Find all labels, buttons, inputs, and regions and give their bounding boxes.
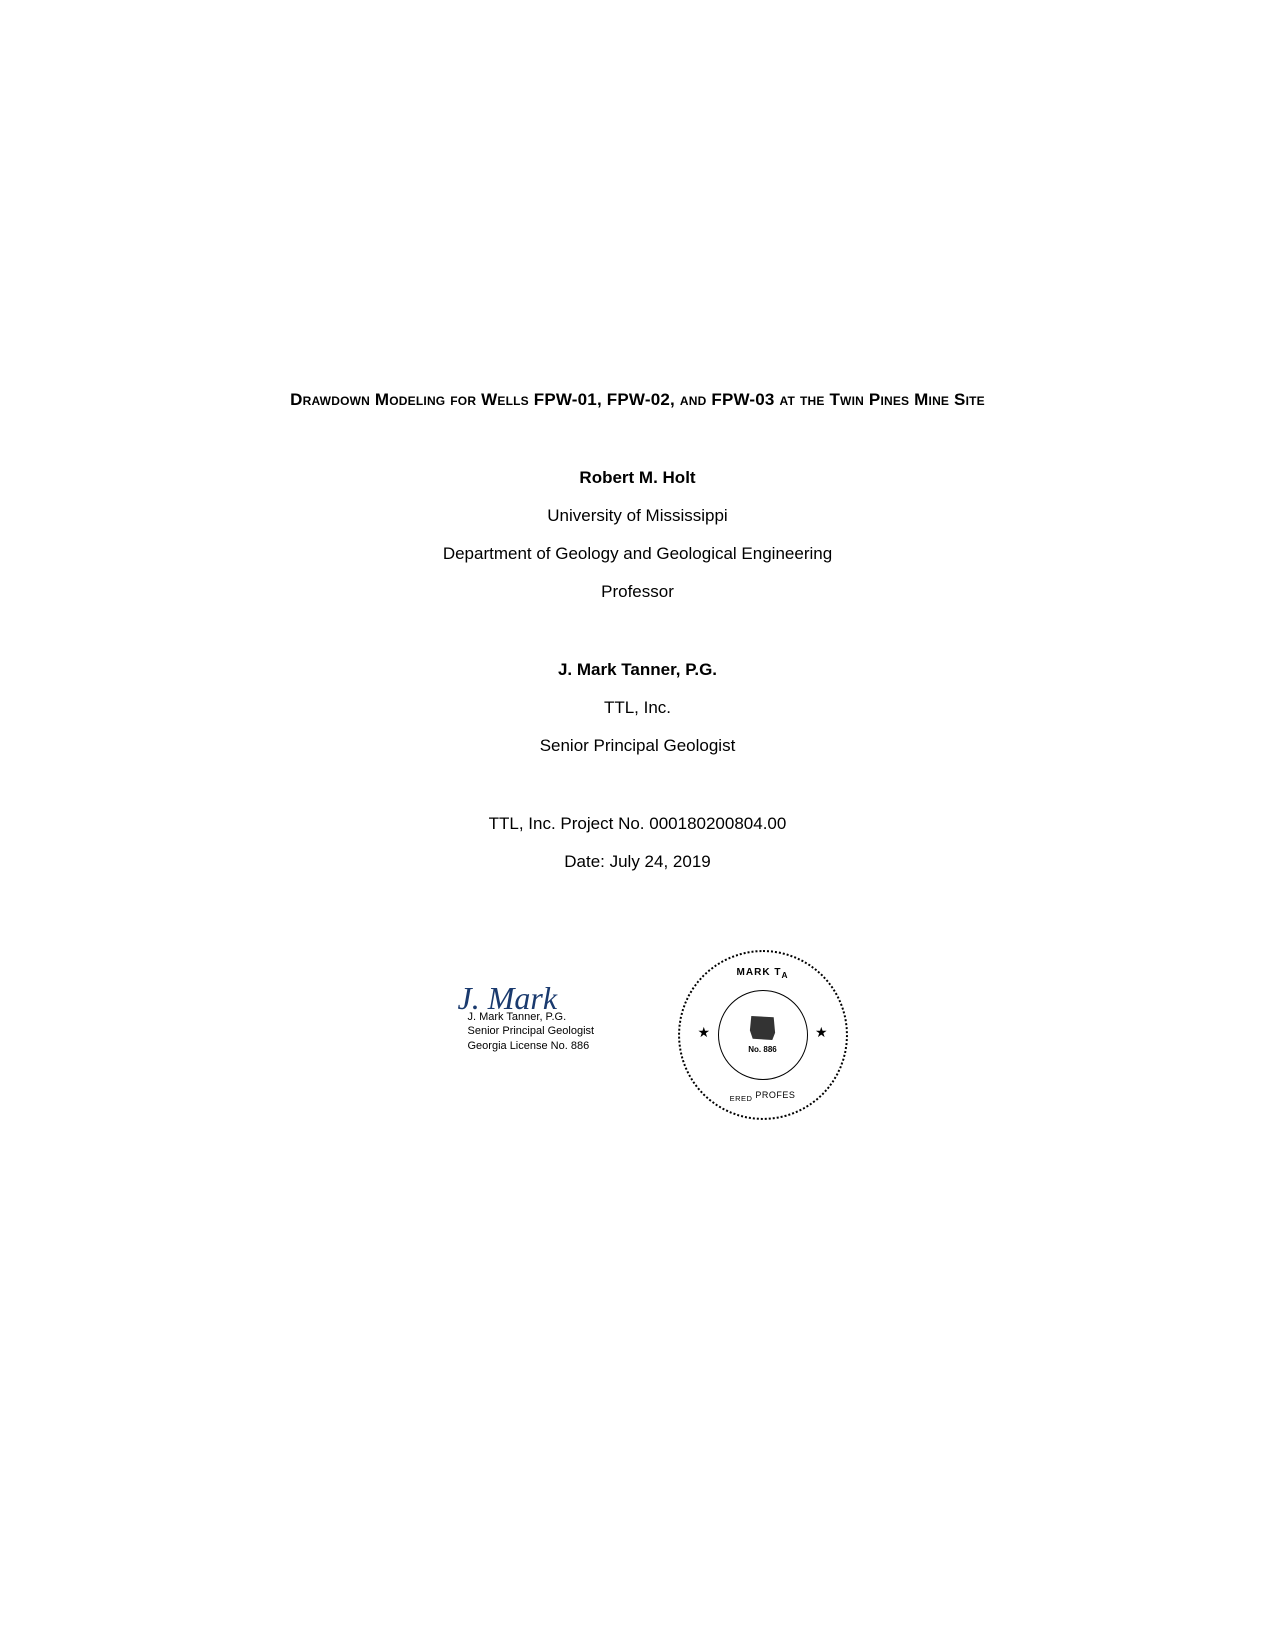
project-block: TTL, Inc. Project No. 000180200804.00 Da… <box>165 814 1110 872</box>
seal-outer-ring: MARK TA ★ ★ No. 886 ERED PROFES <box>678 950 848 1120</box>
author-affiliation-1: University of Mississippi <box>165 506 1110 526</box>
document-date: Date: July 24, 2019 <box>165 852 1110 872</box>
author-company-2: TTL, Inc. <box>165 698 1110 718</box>
professional-seal: MARK TA ★ ★ No. 886 ERED PROFES <box>678 950 848 1120</box>
project-number: TTL, Inc. Project No. 000180200804.00 <box>165 814 1110 834</box>
author-role-2: Senior Principal Geologist <box>165 736 1110 756</box>
seal-star-right-icon: ★ <box>815 1024 828 1041</box>
author-department-1: Department of Geology and Geological Eng… <box>165 544 1110 564</box>
title-prefix: Drawdown Modeling for Wells <box>290 390 534 409</box>
author-name-2: J. Mark Tanner, P.G. <box>165 660 1110 680</box>
page-content: Drawdown Modeling for Wells FPW-01, FPW-… <box>0 390 1275 890</box>
signature-text: J. Mark Tanner, P.G. Senior Principal Ge… <box>468 1010 595 1053</box>
author-block-1: Robert M. Holt University of Mississippi… <box>165 468 1110 602</box>
seal-name-text: MARK TA <box>737 967 789 980</box>
title-suffix: at the Twin Pines Mine Site <box>780 390 985 409</box>
author-role-1: Professor <box>165 582 1110 602</box>
title-well3: FPW-03 <box>711 390 779 409</box>
signature-area: J. Mark J. Mark Tanner, P.G. Senior Prin… <box>0 950 1275 1130</box>
seal-license-number: No. 886 <box>748 1045 776 1054</box>
seal-registered-text: ERED PROFES <box>730 1090 796 1103</box>
title-and: and <box>680 390 712 409</box>
title-wells: FPW-01, FPW-02, <box>534 390 680 409</box>
georgia-state-icon <box>749 1016 777 1040</box>
signature-block: J. Mark J. Mark Tanner, P.G. Senior Prin… <box>428 950 848 1130</box>
signature-license-number: Georgia License No. 886 <box>468 1039 595 1053</box>
author-block-2: J. Mark Tanner, P.G. TTL, Inc. Senior Pr… <box>165 660 1110 756</box>
seal-star-left-icon: ★ <box>698 1024 711 1041</box>
signature-printed-name: J. Mark Tanner, P.G. <box>468 1010 595 1024</box>
seal-inner-circle: No. 886 <box>718 990 808 1080</box>
signature-printed-title: Senior Principal Geologist <box>468 1024 595 1038</box>
document-title: Drawdown Modeling for Wells FPW-01, FPW-… <box>165 390 1110 410</box>
author-name-1: Robert M. Holt <box>165 468 1110 488</box>
